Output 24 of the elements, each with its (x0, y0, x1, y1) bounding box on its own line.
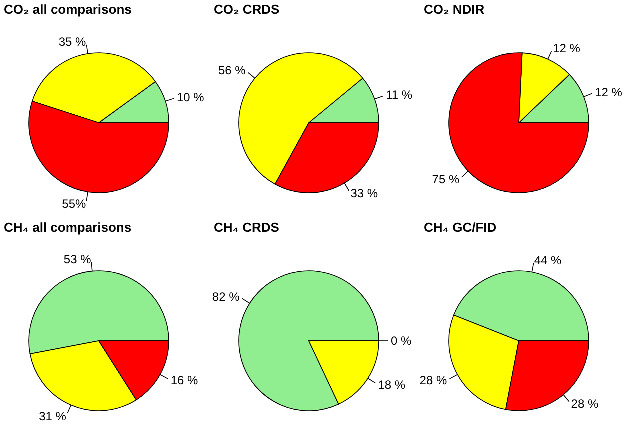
chart-title: CO₂ CRDS (213, 2, 281, 19)
data-label: 35 % (58, 35, 86, 50)
data-label: 11 % (386, 88, 413, 102)
text: 0 % (391, 334, 412, 348)
data-label: 12 % (553, 41, 581, 56)
data-label: 28 % (571, 397, 599, 412)
data-label: 82 % (212, 290, 240, 304)
data-label: 28 % (420, 374, 448, 388)
chart-title: CH₄ all comparisons (3, 220, 133, 237)
chart-title: CH₄ CRDS (213, 220, 280, 237)
chart-title: CH₄ GC/FID (423, 220, 498, 237)
data-label: 12 % (595, 86, 623, 100)
chart-title: CO₂ NDIR (423, 2, 486, 19)
data-label: 56 % (218, 64, 246, 78)
data-label: 53 % (64, 252, 92, 266)
chart-title: CO₂ all comparisons (3, 2, 133, 19)
data-label: 10 % (176, 90, 205, 105)
data-label: 31 % (39, 409, 67, 424)
data-label: 18 % (378, 378, 406, 392)
data-label: 33 % (350, 186, 378, 201)
data-label: 55% (62, 196, 86, 211)
data-label: 16 % (170, 374, 199, 388)
data-label: 44 % (534, 253, 562, 268)
data-label: 75 % (432, 172, 460, 187)
